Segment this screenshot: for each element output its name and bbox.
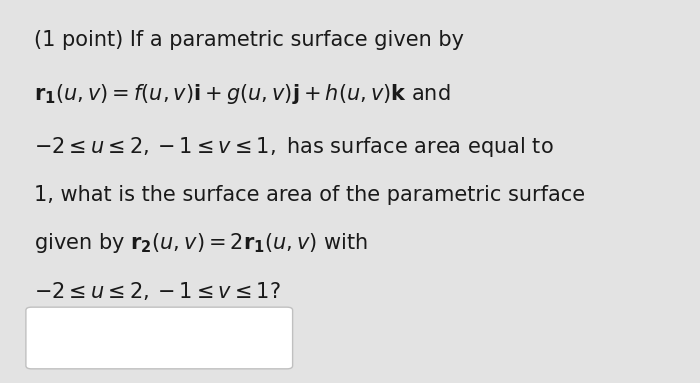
Text: 1, what is the surface area of the parametric surface: 1, what is the surface area of the param… [34,185,584,205]
Text: (1 point) If a parametric surface given by: (1 point) If a parametric surface given … [34,30,463,50]
Text: given by $\mathbf{r_2}(u, v) = 2\mathbf{r_1}(u, v)$ with: given by $\mathbf{r_2}(u, v) = 2\mathbf{… [34,231,368,255]
Text: $-2 \leq u \leq 2, -1 \leq v \leq 1,$ has surface area equal to: $-2 \leq u \leq 2, -1 \leq v \leq 1,$ ha… [34,136,553,159]
Text: $\mathbf{r_1}(u, v) = f(u, v)\mathbf{i} + g(u, v)\mathbf{j} + h(u, v)\mathbf{k}$: $\mathbf{r_1}(u, v) = f(u, v)\mathbf{i} … [34,82,450,106]
FancyBboxPatch shape [26,307,293,369]
Text: $-2 \leq u \leq 2, -1 \leq v \leq 1$?: $-2 \leq u \leq 2, -1 \leq v \leq 1$? [34,280,280,302]
